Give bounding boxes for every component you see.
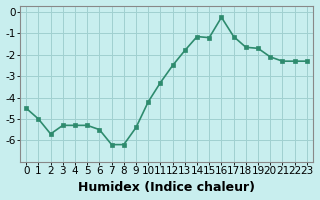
- X-axis label: Humidex (Indice chaleur): Humidex (Indice chaleur): [78, 181, 255, 194]
